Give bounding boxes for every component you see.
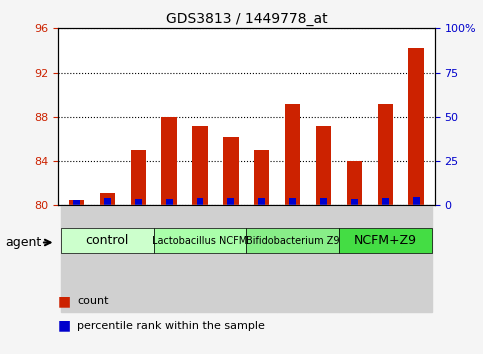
FancyBboxPatch shape: [61, 228, 154, 253]
Bar: [351, 199, 358, 205]
Bar: [378, 103, 393, 205]
Bar: [73, 200, 80, 205]
Bar: [227, 198, 234, 205]
Bar: [401, 205, 432, 312]
Bar: [215, 205, 246, 312]
Bar: [135, 199, 142, 205]
Bar: [412, 197, 420, 205]
Bar: [166, 199, 172, 205]
Bar: [254, 150, 270, 205]
Bar: [123, 205, 154, 312]
Text: Bifidobacterium Z9: Bifidobacterium Z9: [246, 236, 340, 246]
Bar: [320, 198, 327, 205]
FancyBboxPatch shape: [339, 228, 432, 253]
Text: ■: ■: [58, 294, 71, 308]
Bar: [92, 205, 123, 312]
Bar: [382, 198, 389, 205]
Text: Lactobacillus NCFM: Lactobacillus NCFM: [152, 236, 248, 246]
Bar: [308, 205, 339, 312]
Bar: [316, 126, 331, 205]
Bar: [197, 198, 203, 205]
Bar: [409, 48, 424, 205]
Bar: [104, 198, 111, 205]
Bar: [130, 150, 146, 205]
Bar: [61, 205, 92, 312]
Bar: [258, 198, 265, 205]
Bar: [347, 161, 362, 205]
Bar: [99, 193, 115, 205]
Bar: [192, 126, 208, 205]
Text: count: count: [77, 296, 109, 306]
Bar: [339, 205, 370, 312]
Bar: [246, 205, 277, 312]
Bar: [161, 117, 177, 205]
Text: agent: agent: [5, 236, 41, 249]
Bar: [277, 205, 308, 312]
Bar: [285, 103, 300, 205]
Bar: [370, 205, 401, 312]
Bar: [289, 198, 296, 205]
Bar: [185, 205, 215, 312]
FancyBboxPatch shape: [154, 228, 246, 253]
Text: NCFM+Z9: NCFM+Z9: [354, 234, 417, 247]
Text: control: control: [85, 234, 129, 247]
Text: ■: ■: [58, 319, 71, 333]
Text: percentile rank within the sample: percentile rank within the sample: [77, 321, 265, 331]
Bar: [69, 200, 84, 205]
Bar: [154, 205, 185, 312]
FancyBboxPatch shape: [246, 228, 339, 253]
Bar: [223, 137, 239, 205]
Title: GDS3813 / 1449778_at: GDS3813 / 1449778_at: [166, 12, 327, 26]
